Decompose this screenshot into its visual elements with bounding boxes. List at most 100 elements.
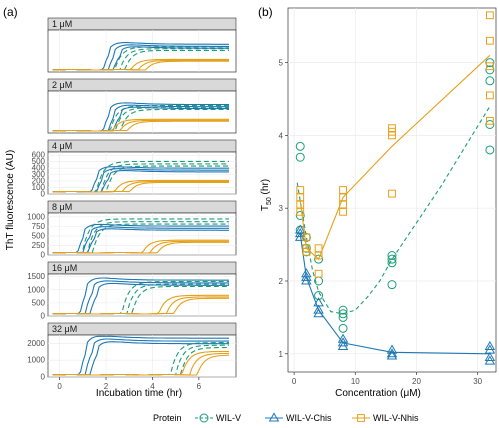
y-tick-label: 4 bbox=[279, 131, 284, 140]
y-tick-label: 0 bbox=[41, 373, 46, 382]
data-point bbox=[294, 231, 306, 241]
data-point bbox=[338, 305, 348, 315]
y-tick-label: 2 bbox=[279, 277, 284, 286]
y-tick-label: 200 bbox=[32, 177, 46, 186]
facet-1: 1 μM bbox=[47, 17, 237, 73]
kinetic-curve bbox=[52, 277, 229, 315]
kinetic-curve bbox=[52, 120, 229, 132]
data-point bbox=[337, 337, 349, 347]
x-tick-label: 0 bbox=[57, 382, 62, 391]
legend-marker bbox=[268, 412, 280, 422]
kinetic-curve bbox=[52, 297, 229, 315]
data-point bbox=[295, 210, 305, 220]
data-point bbox=[313, 304, 324, 314]
kinetic-curve bbox=[52, 280, 229, 315]
legend-label: WIL-V-Chis bbox=[286, 413, 332, 423]
y-tick-label: 0 bbox=[41, 190, 46, 199]
data-point bbox=[301, 275, 312, 285]
kinetic-curve bbox=[52, 160, 229, 193]
panel-b-chart: 1 2 3 4 5 0 10 20 30 bbox=[279, 7, 497, 386]
data-point bbox=[296, 207, 305, 216]
kinetic-curve bbox=[52, 108, 229, 132]
data-point bbox=[484, 351, 496, 361]
legend-item: WIL-V-Nhis bbox=[352, 413, 419, 423]
facet-strip-label: 32 μM bbox=[52, 324, 77, 334]
data-point bbox=[386, 344, 398, 354]
legend-marker bbox=[199, 413, 209, 423]
facet-5: 16 μM 0 500 1000 1500 bbox=[27, 261, 237, 321]
data-point bbox=[387, 251, 397, 261]
data-point bbox=[338, 312, 348, 322]
facet-strip bbox=[47, 78, 237, 92]
y-tick-label: 400 bbox=[32, 164, 46, 173]
data-point bbox=[388, 131, 396, 140]
kinetic-curve bbox=[52, 60, 229, 71]
data-point bbox=[338, 309, 348, 319]
facet-strip bbox=[47, 200, 237, 214]
kinetic-curve bbox=[52, 165, 229, 193]
data-point bbox=[337, 340, 349, 351]
panel-b-x-axis-title: Concentration (μM) bbox=[335, 388, 421, 399]
x-tick-label: 10 bbox=[351, 377, 360, 386]
y-tick-label: 100 bbox=[32, 183, 46, 192]
data-point bbox=[301, 271, 312, 281]
data-point bbox=[294, 228, 306, 238]
facet-strip bbox=[47, 139, 237, 153]
kinetic-curve bbox=[52, 354, 230, 376]
data-point bbox=[485, 91, 494, 100]
y-tick-label: 2000 bbox=[27, 339, 45, 348]
y-tick-label: 500 bbox=[32, 231, 46, 240]
legend-label: WIL-V-Nhis bbox=[373, 413, 419, 423]
facet-panel bbox=[47, 151, 237, 195]
data-point bbox=[338, 323, 348, 333]
y-tick-label: 600 bbox=[32, 151, 46, 160]
y-tick-label: 500 bbox=[32, 298, 46, 307]
facet-strip-label: 8 μM bbox=[52, 202, 72, 212]
data-point bbox=[485, 58, 495, 68]
y-tick-label: 1000 bbox=[27, 356, 45, 365]
y-tick-label: 3 bbox=[279, 204, 284, 213]
data-point bbox=[485, 65, 495, 75]
y-tick-label: 1000 bbox=[27, 212, 45, 221]
data-point bbox=[484, 340, 496, 351]
x-tick-label: 0 bbox=[292, 377, 297, 386]
y-tick-label: 1000 bbox=[27, 285, 45, 294]
legend-marker bbox=[357, 414, 365, 422]
x-tick-label: 30 bbox=[473, 377, 482, 386]
data-point bbox=[387, 280, 397, 290]
data-point bbox=[485, 116, 494, 125]
data-point bbox=[314, 291, 324, 301]
data-point bbox=[295, 141, 305, 151]
data-point bbox=[485, 62, 494, 71]
x-tick-label: 2 bbox=[104, 382, 109, 391]
data-point bbox=[302, 247, 311, 256]
data-point bbox=[387, 254, 397, 264]
facet-panel bbox=[47, 29, 237, 73]
data-point bbox=[387, 258, 397, 268]
kinetic-curve bbox=[52, 221, 229, 254]
y-tick-label: 1 bbox=[279, 350, 284, 359]
data-point bbox=[388, 189, 396, 198]
kinetic-curve bbox=[52, 218, 229, 254]
facet-strip-label: 4 μM bbox=[52, 141, 72, 151]
data-point bbox=[485, 36, 494, 45]
x-tick-label: 6 bbox=[197, 382, 202, 391]
legend-label: WIL-V bbox=[216, 413, 241, 423]
y-tick-label: 5 bbox=[279, 59, 284, 68]
panel-b-label: (b) bbox=[258, 5, 273, 19]
data-point bbox=[485, 76, 495, 86]
x-tick-label: 20 bbox=[412, 377, 421, 386]
x-tick-label: 4 bbox=[150, 382, 155, 391]
legend: Protein WIL-V WIL-V-Chis WIL-V-Nhis bbox=[153, 412, 419, 423]
panel-b-y-axis-title: T50 (hr) bbox=[260, 179, 273, 211]
data-point bbox=[295, 152, 305, 162]
data-point bbox=[313, 308, 324, 318]
y-tick-label: 500 bbox=[32, 157, 46, 166]
kinetic-curve bbox=[52, 48, 229, 71]
data-point bbox=[314, 254, 324, 264]
kinetic-curve bbox=[52, 163, 229, 193]
data-point bbox=[386, 350, 398, 360]
